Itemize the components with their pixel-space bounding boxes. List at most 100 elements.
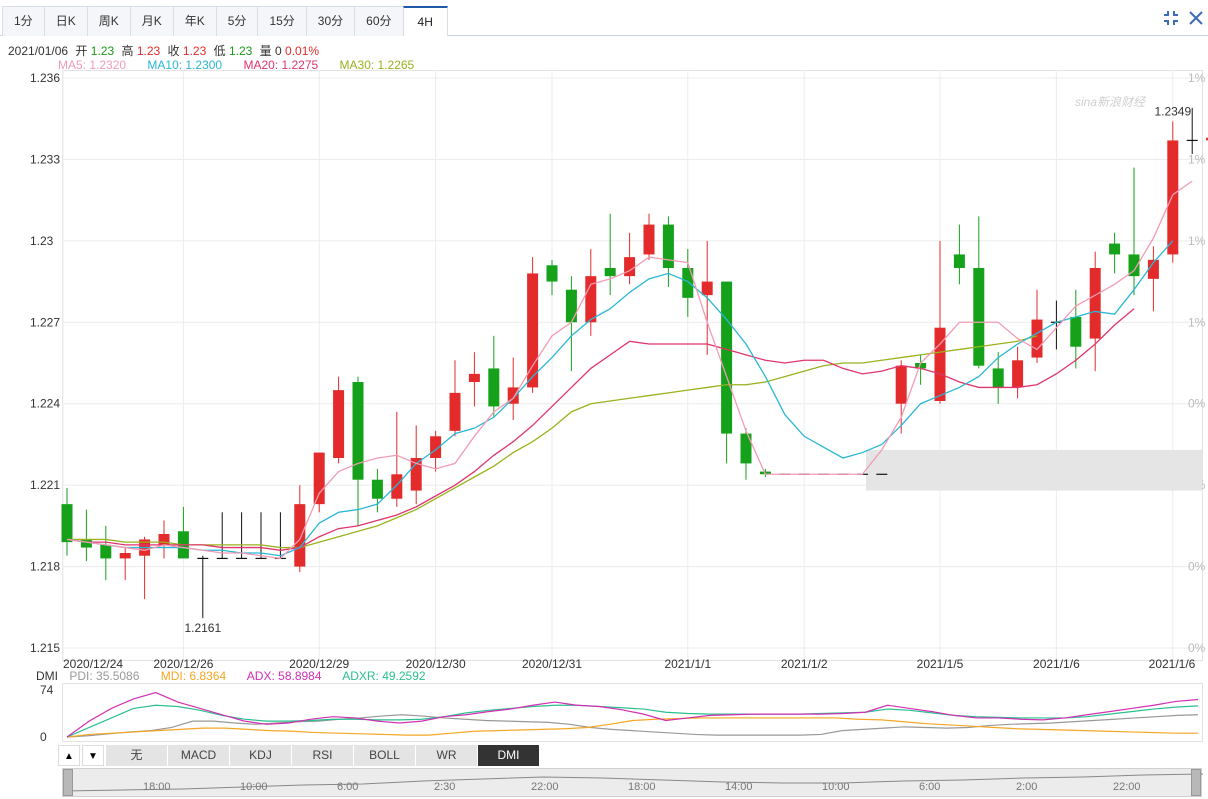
tab-4[interactable]: 年K [172,6,217,36]
mdi-legend: MDI: 6.8364 [160,669,227,683]
navigator-tick: 10:00 [822,781,850,793]
candle-body [1089,268,1101,339]
ma10-legend: MA10: 1.2300 [147,58,223,72]
navigator-tick: 18:00 [628,781,656,793]
navigator-left-handle[interactable] [63,769,73,796]
x-tick-label: 2021/1/6 [1149,657,1196,671]
candle-body [915,363,927,369]
candle-body [410,458,422,491]
range-navigator[interactable]: 18:00 10:00 6:00 2:30 22:00 18:00 14:00 10:00 6:… [62,768,1203,797]
high-value: 1.23 [136,44,161,58]
candle-body [973,268,985,366]
indicator-tab-5[interactable]: WR [416,745,478,766]
navigator-tick: 6:00 [337,781,359,793]
x-tick-label: 2020/12/30 [406,657,466,671]
candle-body [294,504,306,567]
indicator-tab-3[interactable]: RSI [292,745,354,766]
candle-body [701,281,713,296]
tab-1[interactable]: 日K [43,6,88,36]
navigator-tick: 2:30 [434,781,456,793]
candle-body [624,257,636,277]
ma30-line [67,335,1038,549]
candle-body [507,387,519,404]
candle-body [61,504,73,543]
candle-body [158,534,170,545]
candle-body [488,368,500,407]
candle-body [313,452,325,505]
tab-0[interactable]: 1分 [2,6,45,36]
candlestick-chart[interactable]: 1.236 1% 1.233 1% 1.23 1% 1.227 1% 1.224 0% 1.221 0… [0,70,1208,680]
candle-body [1070,316,1082,347]
tab-9[interactable]: 4H [402,6,448,36]
volume-value: 0 [275,44,282,58]
right-axis-label: 1% [1188,71,1206,85]
tab-3[interactable]: 月K [129,6,174,36]
dmi-y-tick: 74 [40,683,54,697]
candle-body [721,281,733,434]
x-tick-label: 2021/1/1 [664,657,711,671]
indicator-tabs: 无 MACD KDJ RSI BOLL WR DMI [106,745,540,766]
y-tick-label: 1.227 [30,315,60,329]
tab-6[interactable]: 15分 [257,6,307,36]
candle-body [546,265,558,282]
pdi-legend: PDI: 35.5086 [69,669,140,683]
candle-body [527,273,539,388]
x-tick-label: 2020/12/29 [289,657,349,671]
indicator-tab-2[interactable]: KDJ [230,745,292,766]
dmi-y-tick: 0 [40,730,47,744]
y-tick-label: 1.215 [30,641,60,655]
x-tick-label: 2021/1/5 [917,657,964,671]
watermark: sina新浪财经 [1075,95,1147,109]
candle-body [992,368,1004,388]
indicator-tab-6[interactable]: DMI [478,745,540,766]
low-label: 低 [213,44,226,58]
candle-body [1128,254,1140,277]
candle-body [1109,243,1121,255]
navigator-tick: 22:00 [531,781,559,793]
y-tick-label: 1.221 [30,478,60,492]
y-tick-label: 1.23 [30,234,54,248]
candle-body [100,544,112,559]
adx-line [66,691,1199,738]
navigator-right-handle[interactable] [1191,769,1201,796]
candle-body [80,539,92,548]
ma-legend: MA5: 1.2320 MA10: 1.2300 MA20: 1.2275 MA… [58,58,432,72]
candle-body [1147,259,1159,279]
move-down-button[interactable]: ▼ [82,745,104,766]
candle-body [740,433,752,464]
open-label: 开 [75,44,88,58]
ma5-line [66,180,1193,560]
open-value: 1.23 [90,44,115,58]
dmi-legend: DMI PDI: 35.5086 MDI: 6.8364 ADX: 58.898… [36,669,444,683]
right-axis-label: 0% [1188,397,1206,411]
tab-7[interactable]: 30分 [305,6,356,36]
dmi-chart[interactable]: 74 0 [0,683,1208,745]
indicator-tab-1[interactable]: MACD [168,745,230,766]
navigator-tick: 14:00 [725,781,753,793]
range-highlight [866,449,1202,491]
collapse-icon[interactable] [1162,9,1180,27]
close-icon[interactable] [1187,9,1205,27]
tab-5[interactable]: 5分 [215,6,259,36]
move-up-button[interactable]: ▲ [58,745,80,766]
change-percent: 0.01% [285,44,320,58]
candle-body [953,254,965,268]
price-annotation: 1.2349 [1154,104,1191,118]
indicator-tab-4[interactable]: BOLL [354,745,416,766]
navigator-tick: 22:00 [1113,781,1141,793]
x-tick-label: 2021/1/2 [781,657,828,671]
right-axis-label: 1% [1188,315,1206,329]
tab-2[interactable]: 周K [86,6,131,36]
tab-8[interactable]: 60分 [354,6,404,36]
x-tick-label: 2020/12/31 [522,657,582,671]
candle-body [1167,140,1179,255]
indicator-tab-0[interactable]: 无 [106,745,168,766]
candle-body [391,474,403,499]
candle-body [449,392,461,431]
navigator-tick: 2:00 [1016,781,1038,793]
x-tick-label: 2020/12/26 [153,657,213,671]
adx-legend: ADX: 58.8984 [246,669,322,683]
x-tick-label: 2020/12/24 [63,657,123,671]
close-value: 1.23 [182,44,207,58]
right-axis-label: 0% [1188,560,1206,574]
